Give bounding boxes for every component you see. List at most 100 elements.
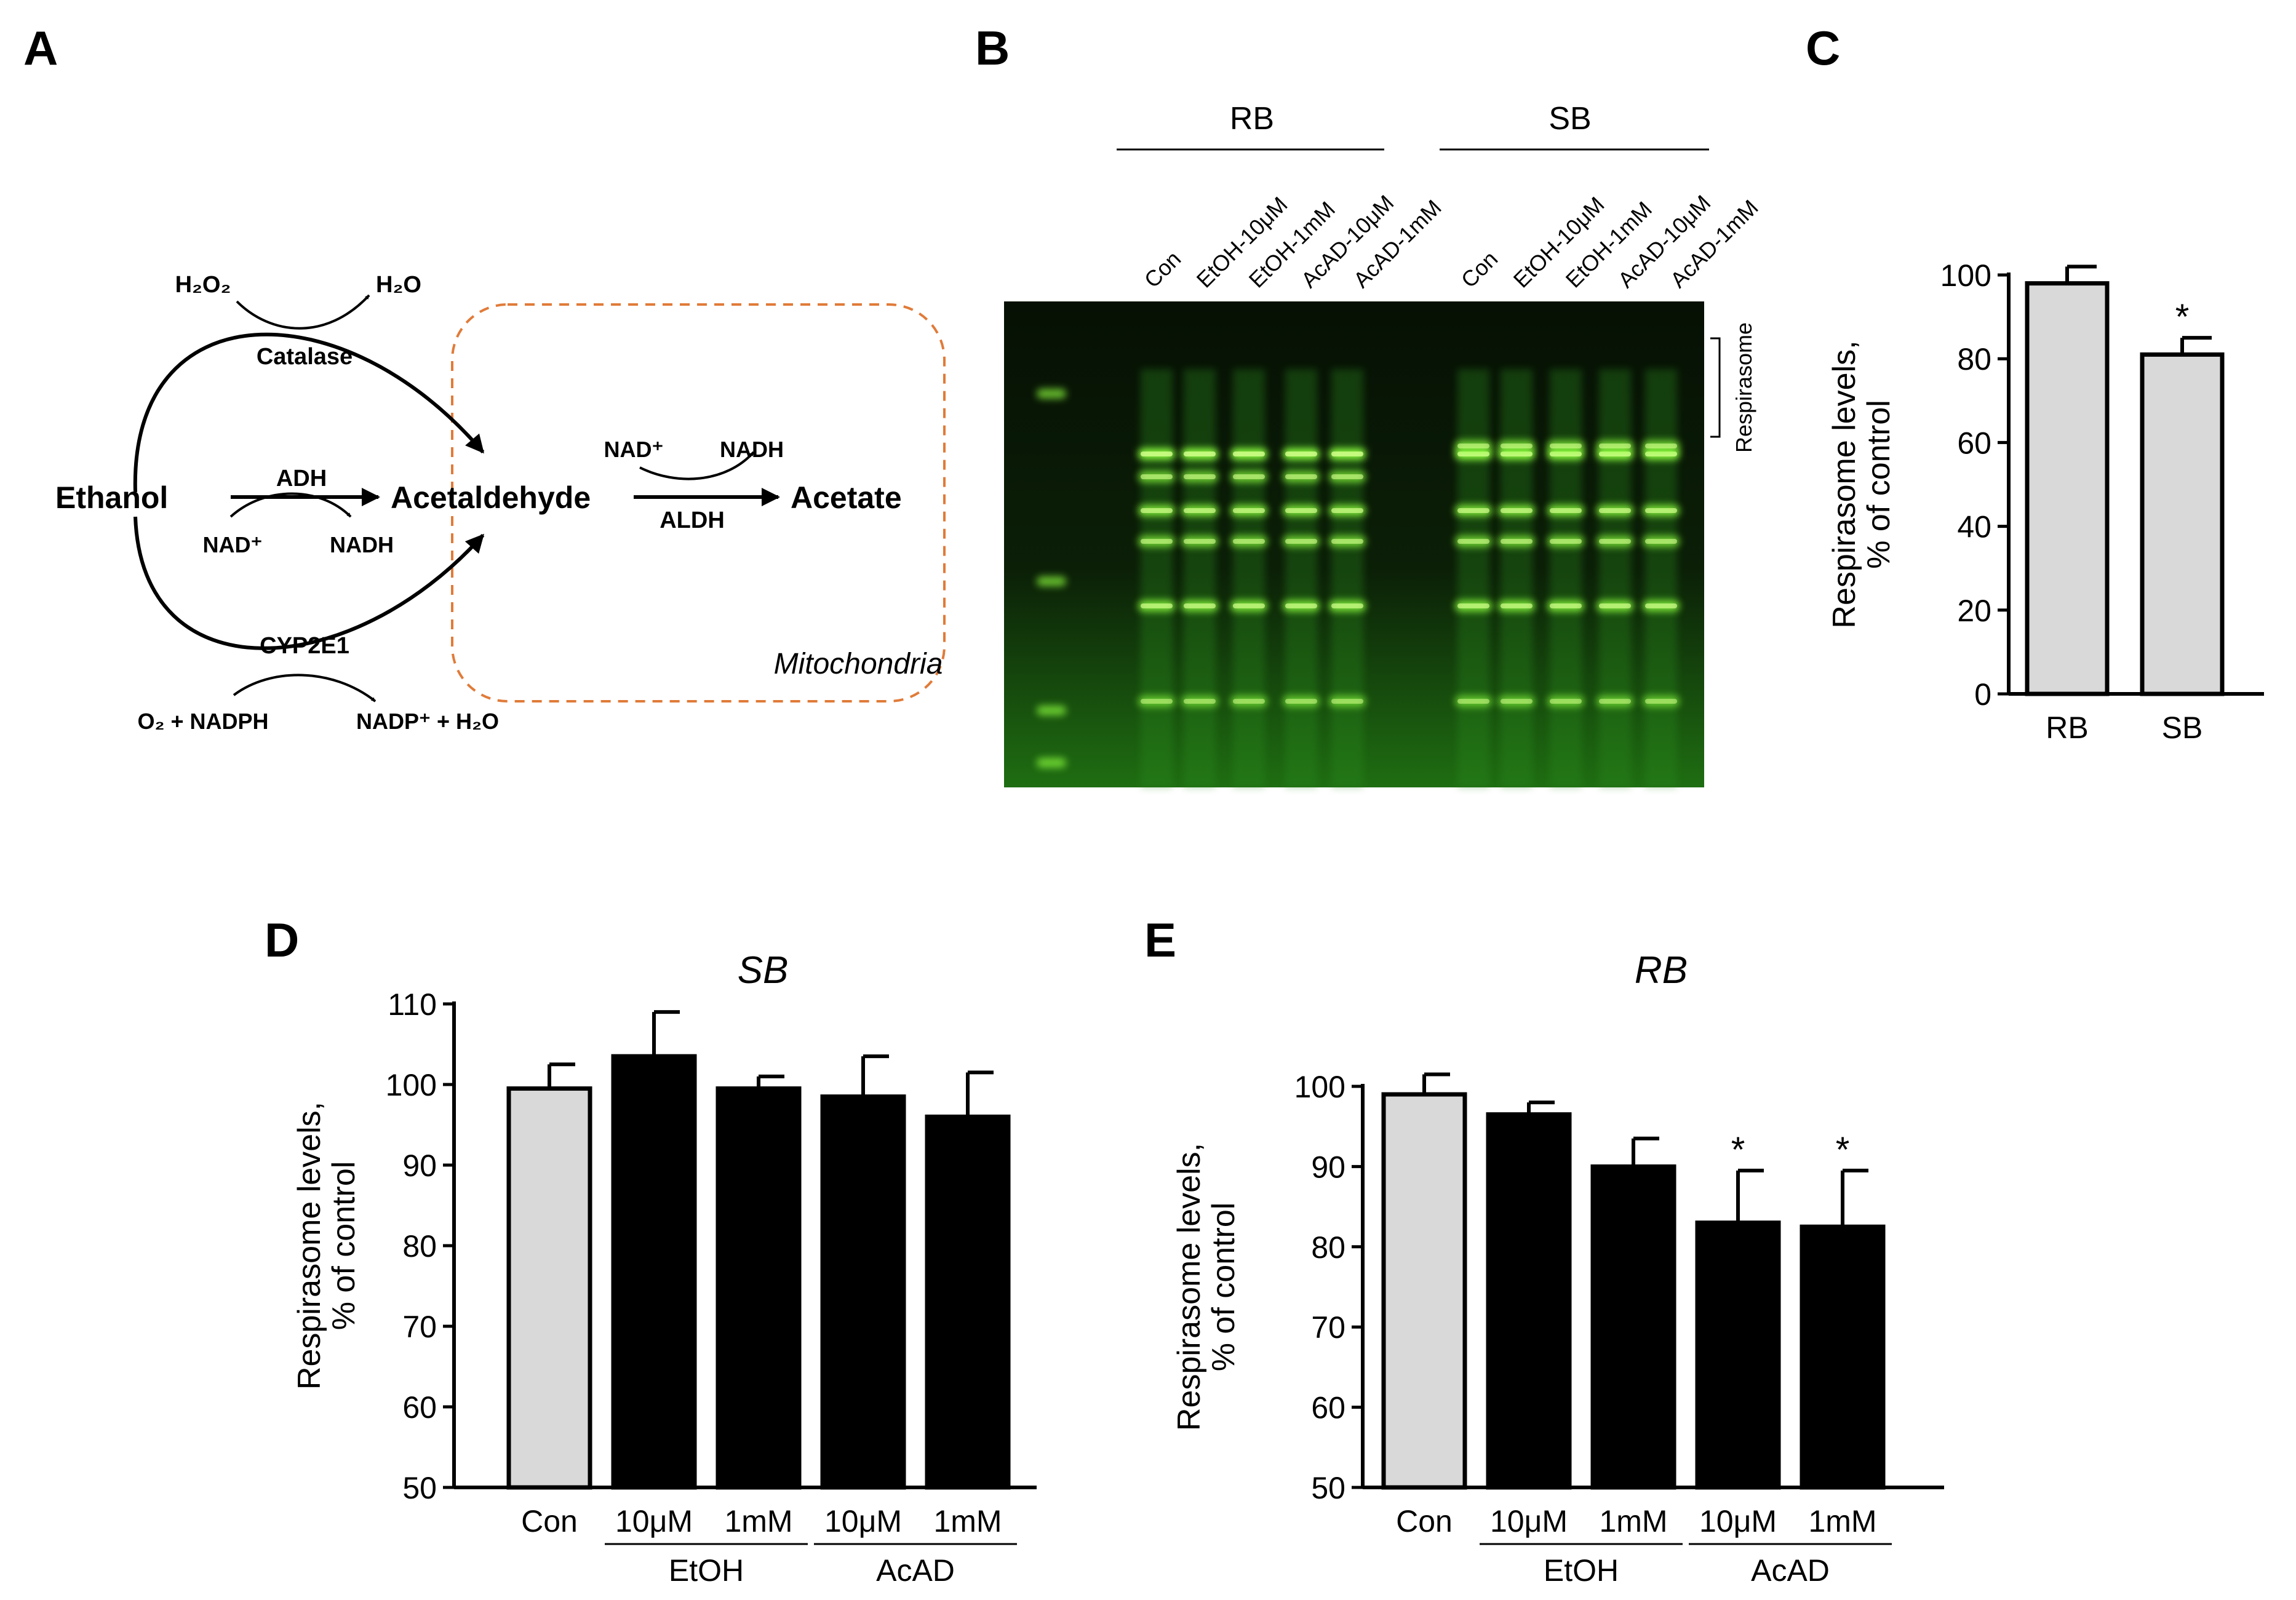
gel-lane-smear	[1457, 369, 1489, 787]
y-tick-label: 60	[1957, 426, 1991, 460]
gel-band-core	[1645, 539, 1677, 544]
gel-band-core	[1285, 603, 1317, 608]
gel-lane-smear	[1550, 369, 1582, 787]
y-tick-label: 40	[1957, 510, 1991, 544]
nadh-adh-label: NADH	[330, 532, 394, 557]
gel-band-core	[1184, 474, 1216, 479]
gel-band-core	[1501, 539, 1533, 544]
ladder-band	[1037, 389, 1066, 399]
bar	[611, 1054, 697, 1490]
y-tick-label: 50	[402, 1471, 437, 1505]
y-tick-label: 70	[402, 1310, 437, 1344]
catalase-label: Catalase	[257, 344, 353, 370]
bar	[925, 1114, 1011, 1490]
mitochondria-boundary	[451, 303, 946, 702]
gel-band-core	[1285, 539, 1317, 544]
y-axis-label: % of control	[1206, 1203, 1242, 1372]
significance-marker: *	[1836, 1130, 1850, 1170]
bar	[1695, 1220, 1781, 1490]
o2-curve	[233, 674, 377, 702]
gel-band-core	[1645, 444, 1677, 448]
aldh-label: ALDH	[660, 507, 725, 533]
significance-marker: *	[2175, 297, 2190, 337]
panel-letter-a: A	[23, 21, 58, 75]
gel-band-core	[1457, 699, 1489, 704]
y-tick-label: 80	[1311, 1230, 1345, 1265]
gel-band-core	[1501, 452, 1533, 456]
gel-band-core	[1141, 452, 1173, 456]
bar	[506, 1086, 592, 1490]
gel-band-core	[1331, 699, 1363, 704]
bar	[1381, 1092, 1467, 1490]
gel-band-core	[1501, 508, 1533, 513]
gel-band-core	[1141, 474, 1173, 479]
gel-band-core	[1233, 539, 1265, 544]
gel-band-core	[1233, 603, 1265, 608]
gel-band-core	[1457, 452, 1489, 456]
panel-letter-b: B	[975, 21, 1010, 75]
chart-c: Respirasome levels,% of control 0 20 40 60 80…	[1827, 258, 2264, 745]
respirasome-label: Respirasome	[1731, 322, 1756, 453]
x-tick-label: 10μM	[1490, 1504, 1568, 1538]
gel-band-core	[1233, 699, 1265, 704]
bar	[1800, 1224, 1886, 1490]
chart-d: SB Respirasome levels,% of control 50 60 70 8…	[292, 949, 1037, 1588]
gel-band-core	[1331, 474, 1363, 479]
y-tick-label: 70	[1311, 1310, 1345, 1345]
bar	[1590, 1164, 1676, 1490]
nad-aldh-curve	[639, 451, 755, 480]
y-axis-label: Respirasome levels,	[292, 1102, 327, 1390]
gel-panel: RB SB Con EtOH-10μMEtOH-1mMAcAD-10μMAcAD-…	[1004, 101, 1763, 787]
y-tick-label: 60	[1311, 1391, 1345, 1425]
adh-label: ADH	[276, 466, 327, 492]
chart-e: RB Respirasome levels,% of control 50 60 70 8…	[1171, 949, 1944, 1588]
bar	[1486, 1112, 1572, 1490]
group-label-sb: SB	[1549, 101, 1591, 137]
ladder-band	[1037, 576, 1066, 586]
gel-band-core	[1645, 508, 1677, 513]
gel-band-core	[1285, 699, 1317, 704]
gel-band-core	[1599, 603, 1631, 608]
gel-lanes	[1037, 369, 1680, 787]
nadp-h2o-label: NADP⁺ + H₂O	[356, 709, 499, 734]
y-tick-label: 80	[402, 1229, 437, 1264]
lane-label-sb: Con	[1456, 246, 1503, 293]
y-tick-label: 0	[1974, 677, 1991, 712]
x-tick-label: 1mM	[724, 1504, 792, 1538]
cyp2e1-label: CYP2E1	[260, 633, 349, 659]
x-tick-label: 1mM	[933, 1504, 1002, 1538]
gel-band-core	[1599, 444, 1631, 448]
respirasome-bracket	[1710, 337, 1721, 438]
y-axis-label: Respirasome levels,	[1171, 1143, 1207, 1431]
panel-letter-d: D	[265, 913, 299, 967]
gel-lane-smear	[1645, 369, 1677, 787]
gel-band-core	[1550, 539, 1582, 544]
gel-band-core	[1550, 603, 1582, 608]
ethanol-label: Ethanol	[55, 480, 168, 515]
gel-band-core	[1141, 699, 1173, 704]
bar	[716, 1086, 802, 1490]
h2o2-curve	[236, 294, 370, 330]
gel-band-core	[1184, 539, 1216, 544]
cyp2e1-arc	[134, 516, 485, 650]
gel-band-core	[1285, 508, 1317, 513]
x-tick-label: 1mM	[1808, 1504, 1876, 1538]
gel-band-core	[1331, 508, 1363, 513]
bar	[820, 1094, 906, 1490]
group-label: AcAD	[876, 1553, 955, 1588]
x-tick-label: 10μM	[824, 1504, 902, 1538]
ladder-band	[1037, 706, 1066, 715]
gel-band-core	[1645, 699, 1677, 704]
gel-band-core	[1501, 444, 1533, 448]
gel-band-core	[1233, 474, 1265, 479]
acetaldehyde-label: Acetaldehyde	[391, 480, 591, 515]
chart-title: RB	[1635, 949, 1688, 992]
y-tick-label: 100	[1940, 258, 1991, 293]
gel-band-core	[1457, 508, 1489, 513]
bar	[2025, 281, 2110, 696]
y-axis-label: Respirasome levels,	[1827, 340, 1862, 628]
group-label-rb: RB	[1230, 101, 1274, 137]
x-tick-label: 10μM	[1699, 1504, 1777, 1538]
gel-band-core	[1599, 452, 1631, 456]
